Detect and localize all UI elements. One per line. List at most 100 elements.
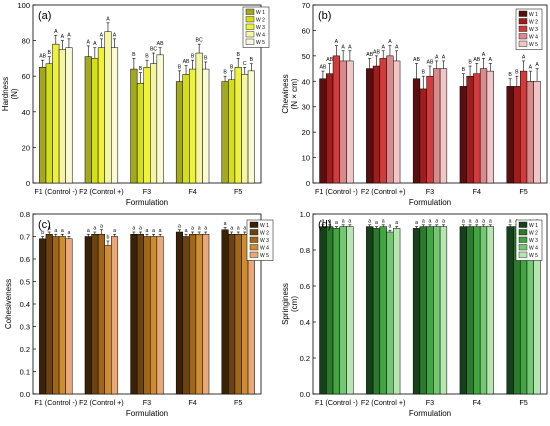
significance-letter: BC (150, 47, 157, 53)
bar-2-f2-w2 (372, 65, 381, 184)
significance-letter: a (482, 218, 485, 224)
significance-letter: A (113, 32, 117, 38)
bar-2-f5-w2 (513, 86, 521, 184)
significance-letter: a (348, 218, 351, 224)
legend-swatch (245, 16, 255, 23)
y-tick-label: 80 (22, 37, 30, 46)
bar-4-f4-w1 (459, 226, 467, 395)
significance-letter: a (237, 226, 240, 232)
y-tick-label: 60 (302, 26, 310, 35)
bar-2-f5-w4 (526, 81, 534, 184)
legend-label: W 4 (529, 35, 538, 41)
significance-letter: a (321, 218, 324, 224)
significance-letter: A (348, 44, 352, 50)
bar-1-f5-w3 (234, 67, 242, 184)
y-tick-label: 0.2 (20, 345, 30, 354)
significance-letter: A (87, 39, 91, 45)
bar-4-f2-w3 (379, 226, 387, 395)
significance-letter: a (178, 223, 181, 229)
significance-letter: a (243, 226, 246, 232)
bar-3-f4-w4 (195, 234, 203, 395)
y-tick-label: 0.0 (20, 390, 30, 399)
legend-label: W 4 (529, 246, 538, 252)
legend-label: W 2 (529, 231, 538, 237)
bar-4-f3-w1 (412, 228, 421, 395)
significance-letter: AB (157, 41, 164, 47)
legend-swatch (518, 251, 528, 258)
significance-letter: a (388, 224, 391, 230)
significance-letter: A (61, 34, 65, 40)
legend-label: W 1 (529, 12, 538, 18)
significance-letter: a (489, 218, 492, 224)
significance-letter: AB (319, 65, 326, 71)
bar-4-f4-w5 (486, 226, 494, 395)
legend-swatch (518, 229, 528, 236)
y-tick-label: 0 (26, 179, 30, 188)
x-tick-label: F3 (426, 398, 434, 407)
legend-label: W 3 (529, 27, 538, 33)
bar-1-f3-w4 (150, 63, 158, 184)
x-tick-label: F5 (519, 398, 527, 407)
bar-1-f1-w2 (45, 63, 53, 184)
bar-3-f1-w4 (58, 236, 66, 395)
y-axis-title-group: Cohesiveness (4, 279, 13, 329)
x-tick-label: F4 (188, 398, 196, 407)
bar-4-f1-w4 (339, 226, 347, 395)
bar-4-f4-w2 (466, 226, 474, 395)
significance-letter: a (224, 221, 227, 227)
x-tick-label: F1 (Control -) (315, 398, 358, 407)
significance-letter: B (145, 54, 149, 60)
bar-1-f1-w1 (39, 67, 47, 184)
y-tick-label: 1.0 (300, 210, 310, 219)
significance-letter: a (204, 226, 207, 232)
bar-4-f2-w2 (372, 228, 381, 395)
significance-letter: a (335, 220, 338, 226)
bar-2-f3-w2 (419, 88, 427, 184)
legend-swatch (518, 18, 528, 25)
bar-4-f2-w1 (366, 226, 374, 395)
legend-swatch (518, 33, 528, 40)
bar-2-f1-w1 (319, 78, 327, 184)
y-tick-label: 0.2 (300, 354, 310, 363)
legend-label: W 2 (260, 231, 269, 237)
significance-letter: a (375, 220, 378, 226)
significance-letter: B (230, 64, 234, 70)
significance-letter: A (535, 62, 539, 68)
significance-letter: A (341, 44, 345, 50)
bar-1-f4-w3 (189, 68, 197, 184)
bar-4-f3-w4 (433, 226, 441, 395)
legend-swatch (245, 23, 255, 30)
bar-1-f2-w2 (91, 58, 99, 184)
y-tick-label: 0.7 (20, 233, 30, 242)
chart-panel-3: 0.00.10.20.30.40.50.60.70.8ba a a aF1 (Cont… (4, 210, 274, 418)
significance-letter: B (236, 52, 240, 58)
y-axis-title: Cohesiveness (4, 279, 13, 329)
significance-letter: AB (373, 49, 380, 55)
significance-letter: B (191, 54, 195, 60)
bar-2-f2-w1 (366, 68, 374, 184)
x-axis-title: Formulation (126, 198, 168, 207)
y-tick-label: 0.4 (300, 318, 310, 327)
legend-label: W 4 (256, 33, 265, 39)
y-tick-label: 0.5 (20, 278, 30, 287)
y-axis-unit: (cm) (290, 296, 299, 312)
panel-label: (a) (38, 10, 51, 22)
legend-label: W 1 (529, 223, 538, 229)
bar-3-f2-w4 (104, 245, 112, 395)
x-tick-label: F2 (Control +) (79, 187, 124, 196)
bar-1-f3-w2 (136, 83, 144, 184)
significance-letter: a (415, 220, 418, 226)
legend-label: W 5 (260, 253, 269, 259)
significance-letter: B (47, 50, 51, 56)
bar-3-f3-w5 (156, 236, 164, 395)
bar-1-f2-w3 (97, 47, 105, 184)
x-tick-label: F4 (473, 398, 481, 407)
legend-swatch (245, 8, 255, 15)
significance-letter: a (113, 228, 116, 234)
x-axis-title: Formulation (409, 198, 451, 207)
significance-letter: B (508, 72, 512, 78)
bar-3-f2-w5 (110, 236, 119, 395)
significance-letter: a (328, 218, 331, 224)
y-tick-label: 0.4 (20, 300, 30, 309)
